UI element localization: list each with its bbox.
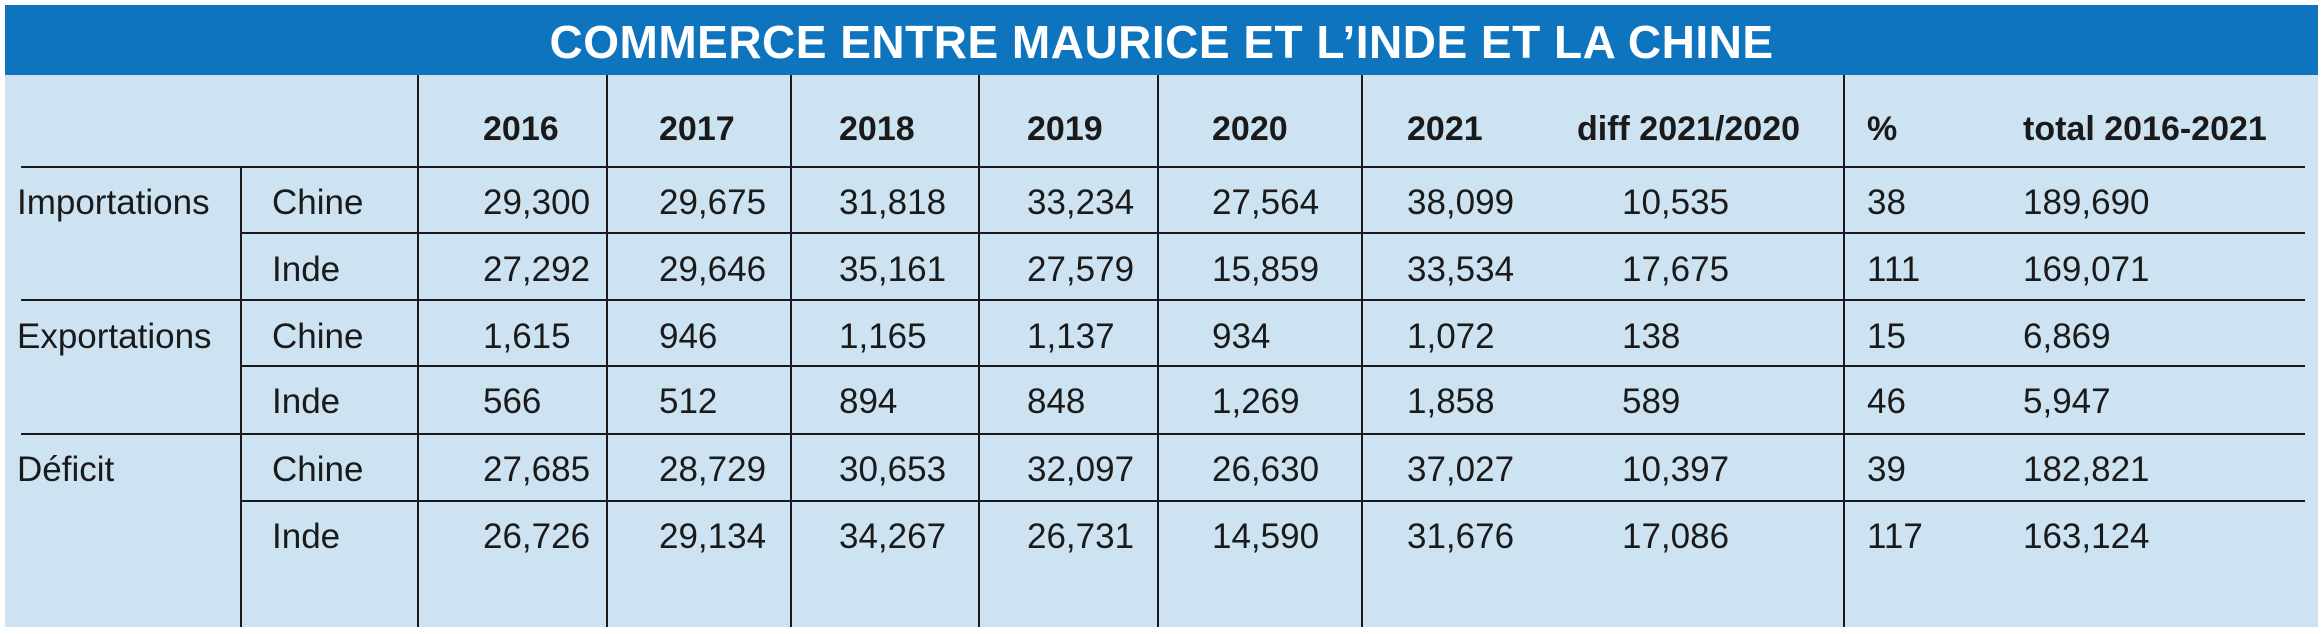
row-group-label: Déficit [17,450,115,489]
trade-table: 2016 2017 2018 2019 2020 2021 diff 2021/2020% t… [5,75,2318,627]
table-cell: 39 [1867,450,1906,489]
table-cell: 27,579 [1027,250,1135,289]
column-divider [1361,75,1363,627]
table-cell: 29,646 [659,250,767,289]
trade-table-panel: COMMERCE ENTRE MAURICE ET L’INDE ET LA C… [5,5,2318,627]
table-cell: 31,676 [1407,517,1515,556]
table-cell: 17,086 [1622,517,1730,556]
table-cell: 27,685 [483,450,591,489]
table-cell: 589 [1622,382,1681,421]
table-title: COMMERCE ENTRE MAURICE ET L’INDE ET LA C… [5,5,2318,75]
table-cell: 35,161 [839,250,947,289]
table-cell: 1,858 [1407,382,1495,421]
table-cell: 30,653 [839,450,947,489]
table-cell: 1,269 [1212,382,1300,421]
row-country-label: Chine [272,183,364,222]
table-cell: 14,590 [1212,517,1320,556]
row-rule [240,500,2305,502]
table-cell: 1,072 [1407,317,1495,356]
table-cell: 31,818 [839,183,947,222]
column-divider [1843,75,1845,627]
table-cell: 169,071 [2023,250,2150,289]
table-cell: 32,097 [1027,450,1135,489]
table-cell: 189,690 [2023,183,2150,222]
table-cell: 894 [839,382,898,421]
column-divider [240,168,242,627]
table-cell: 29,134 [659,517,767,556]
column-divider [790,75,792,627]
table-cell: 946 [659,317,718,356]
table-cell: 512 [659,382,718,421]
table-cell: 1,165 [839,317,927,356]
row-country-label: Inde [272,382,341,421]
table-cell: 10,397 [1622,450,1730,489]
table-cell: 6,869 [2023,317,2111,356]
row-country-label: Inde [272,250,341,289]
table-cell: 1,615 [483,317,571,356]
row-rule [240,232,2305,234]
column-divider [978,75,980,627]
row-country-label: Inde [272,517,341,556]
table-cell: 26,731 [1027,517,1135,556]
table-cell: 26,726 [483,517,591,556]
column-header: 2021 [1407,110,1483,148]
column-header: 2020 [1212,110,1288,148]
column-header: diff 2021/2020 [1577,110,1801,148]
header-rule [21,166,2305,168]
table-cell: 566 [483,382,542,421]
table-cell: 34,267 [839,517,947,556]
table-cell: 29,300 [483,183,591,222]
table-cell: 848 [1027,382,1086,421]
table-cell: 1,137 [1027,317,1115,356]
table-cell: 27,564 [1212,183,1320,222]
table-cell: 163,124 [2023,517,2150,556]
table-cell: 10,535 [1622,183,1730,222]
row-group-label: Exportations [17,317,212,356]
table-cell: 17,675 [1622,250,1730,289]
column-header: 2019 [1027,110,1103,148]
table-cell: 38 [1867,183,1906,222]
table-cell: 15,859 [1212,250,1320,289]
table-cell: 138 [1622,317,1681,356]
table-cell: 5,947 [2023,382,2111,421]
column-divider [1157,75,1159,627]
table-cell: 117 [1867,517,1923,556]
table-cell: 29,675 [659,183,767,222]
table-cell: 46 [1867,382,1906,421]
table-cell: 182,821 [2023,450,2150,489]
column-header: 2018 [839,110,915,148]
row-rule [21,299,2305,301]
row-rule [240,365,2305,367]
table-cell: 27,292 [483,250,591,289]
row-rule [21,433,2305,435]
table-cell: 934 [1212,317,1271,356]
column-header: 2017 [659,110,735,148]
column-divider [417,75,419,627]
row-country-label: Chine [272,450,364,489]
table-cell: 37,027 [1407,450,1515,489]
column-header: 2016 [483,110,559,148]
table-cell: 33,234 [1027,183,1135,222]
table-cell: 33,534 [1407,250,1515,289]
table-cell: 15 [1867,317,1906,356]
table-cell: 111 [1867,250,1921,289]
table-cell: 28,729 [659,450,767,489]
table-cell: 38,099 [1407,183,1515,222]
row-group-label: Importations [17,183,210,222]
column-header: % [1867,110,1898,148]
column-header: total 2016-2021 [2023,110,2267,148]
column-divider [606,75,608,627]
row-country-label: Chine [272,317,364,356]
table-cell: 26,630 [1212,450,1320,489]
